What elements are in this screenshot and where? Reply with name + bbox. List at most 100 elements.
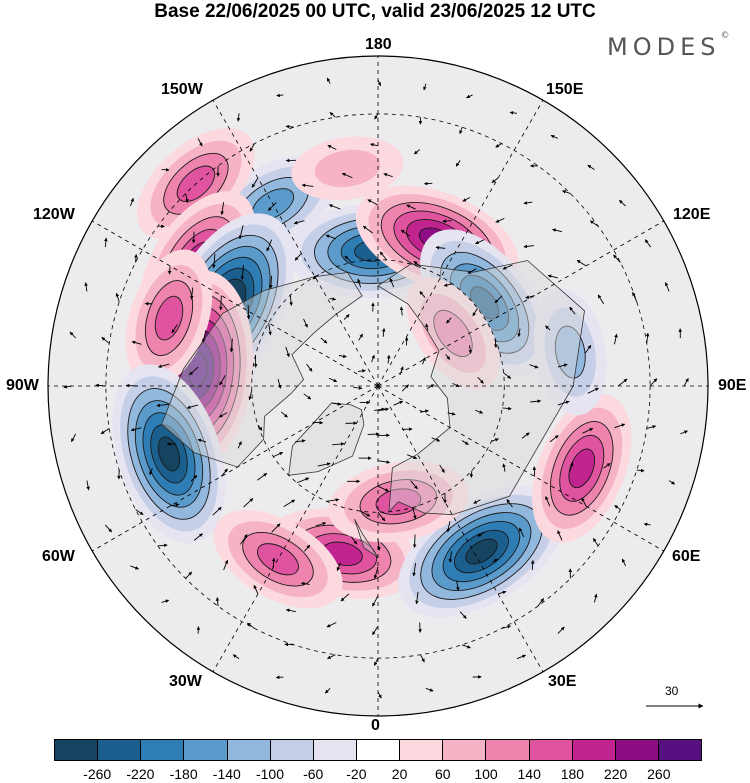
wind-arrow	[502, 406, 512, 411]
wind-arrow	[237, 441, 242, 449]
wind-arrow	[357, 369, 366, 373]
wind-arrow	[492, 558, 499, 563]
wind-arrow	[84, 282, 88, 292]
wind-arrow	[219, 375, 226, 386]
wind-arrow	[372, 625, 379, 636]
colorbar-segment	[227, 740, 271, 760]
wind-arrow	[377, 460, 391, 464]
wind-arrow	[193, 533, 203, 541]
wind-arrow	[248, 390, 253, 401]
wind-arrow	[285, 608, 296, 613]
negative-anomaly	[398, 485, 565, 618]
wind-arrow	[377, 691, 382, 699]
wind-arrow	[202, 329, 207, 343]
wind-arrow	[357, 278, 362, 288]
wind-arrow	[425, 687, 434, 692]
wind-arrow	[521, 432, 530, 439]
wind-arrow	[219, 295, 223, 311]
wind-arrow	[644, 239, 652, 248]
lon-label-120e: 120E	[673, 206, 711, 223]
meridian-line	[92, 385, 379, 552]
colorbar-segment	[141, 740, 185, 760]
wind-arrow	[406, 454, 418, 460]
wind-arrow	[413, 149, 420, 155]
wind-arrow	[491, 177, 499, 183]
wind-arrow	[377, 485, 389, 492]
wind-arrow	[665, 282, 670, 292]
wind-arrow	[423, 83, 427, 91]
wind-arrow	[220, 201, 225, 216]
anomaly-contour	[433, 309, 473, 357]
wind-arrow	[576, 259, 587, 267]
meridian-line	[377, 385, 664, 552]
wind-arrow	[131, 340, 142, 345]
wind-arrow	[584, 344, 592, 354]
wind-arrow	[336, 562, 341, 572]
wind-arrow	[592, 537, 599, 547]
colorbar-segment	[529, 740, 573, 760]
wind-arrow	[557, 363, 568, 368]
wind-arrow	[399, 306, 404, 316]
wind-arrow	[326, 622, 337, 628]
wind-arrow	[304, 544, 311, 552]
wind-arrow	[557, 626, 565, 634]
colorbar-tick-label: -60	[303, 766, 324, 782]
wind-arrow	[377, 512, 386, 522]
wind-arrow	[410, 480, 418, 490]
wind-arrow	[475, 239, 485, 245]
wind-arrow	[171, 324, 178, 334]
wind-arrow	[466, 94, 473, 99]
wind-arrow	[371, 354, 375, 363]
wind-arrow	[401, 384, 409, 392]
vector-scale-label: 30	[665, 684, 679, 698]
lon-label-180: 180	[365, 36, 392, 53]
wind-arrow	[218, 412, 228, 418]
wind-arrow	[632, 291, 638, 303]
wind-arrow	[593, 593, 598, 603]
wind-arrow	[351, 536, 358, 545]
wind-arrow	[419, 291, 426, 298]
colorbar-segment	[313, 740, 357, 760]
wind-arrow	[328, 377, 338, 383]
wind-arrow	[582, 427, 594, 434]
lon-label-90e: 90E	[718, 377, 747, 394]
wind-arrow	[320, 337, 328, 344]
wind-arrow	[636, 468, 645, 473]
wind-arrow	[70, 433, 77, 443]
wind-arrow	[129, 197, 134, 207]
wind-arrow	[495, 143, 502, 148]
wind-arrow	[547, 274, 558, 279]
colorbar-tick-label: -180	[169, 766, 198, 782]
wind-arrow	[597, 294, 605, 305]
wind-arrow	[273, 452, 284, 458]
wind-arrow	[491, 438, 499, 442]
wind-arrow	[344, 255, 353, 263]
wind-arrow	[340, 593, 350, 602]
colorbar-tick-label: -260	[83, 766, 112, 782]
wind-arrow	[494, 295, 503, 304]
colorbar	[54, 739, 702, 761]
wind-arrow	[95, 383, 106, 388]
colorbar-tick-label: -140	[212, 766, 241, 782]
wind-arrow	[439, 464, 445, 473]
wind-arrow	[326, 498, 340, 502]
wind-arrow	[422, 357, 426, 365]
wind-arrow	[239, 534, 248, 545]
wind-arrow	[229, 338, 234, 353]
meridian-line	[212, 100, 379, 387]
colorbar-tick-label: 220	[603, 766, 628, 782]
wind-arrow	[69, 331, 77, 339]
wind-arrow	[501, 625, 512, 629]
wind-arrow	[283, 499, 296, 508]
wind-arrow	[372, 595, 379, 607]
wind-arrow	[271, 523, 281, 533]
wind-arrow	[445, 354, 451, 360]
wind-arrow	[412, 534, 417, 548]
coastlines	[161, 260, 585, 558]
wind-arrow	[360, 510, 371, 517]
wind-arrow	[190, 287, 194, 300]
wind-arrow	[379, 251, 388, 261]
lon-label-60w: 60W	[42, 548, 75, 565]
wind-arrow	[271, 557, 276, 568]
wind-arrow	[446, 521, 451, 533]
